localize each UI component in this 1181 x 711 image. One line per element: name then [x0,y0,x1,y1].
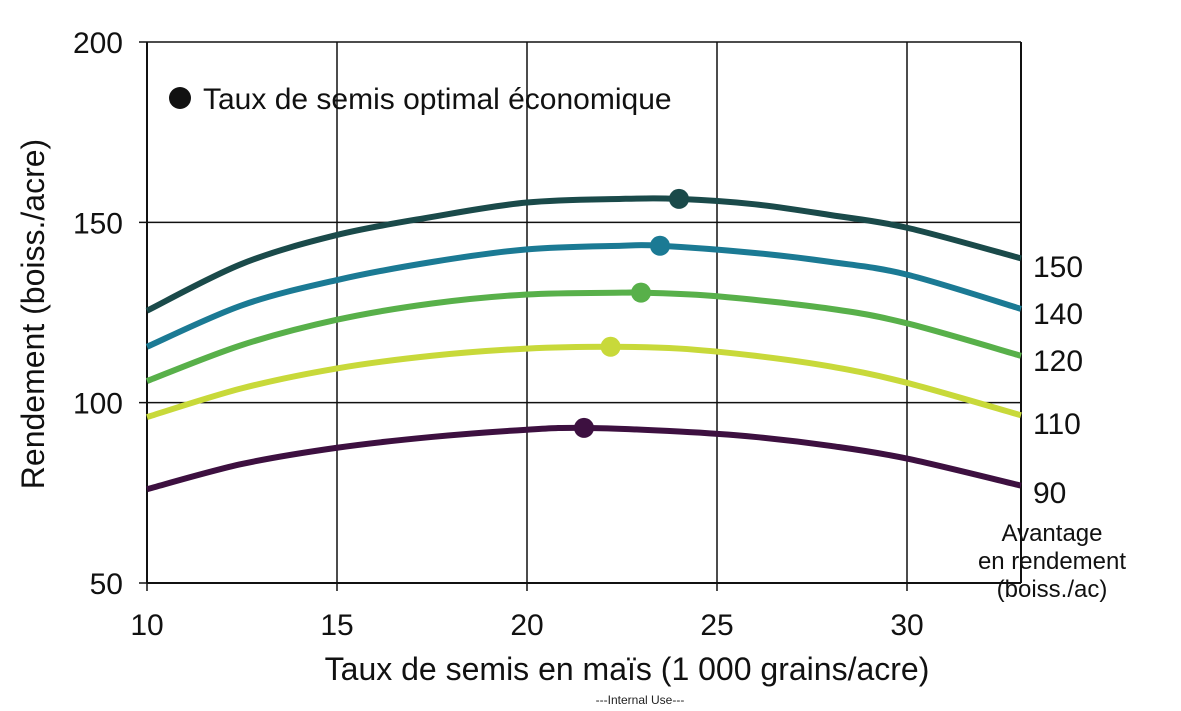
series-labels: 150 140 120 110 90 [1033,251,1083,510]
y-tick-label-100: 100 [73,388,123,421]
x-tick-label-20: 20 [510,609,543,642]
series-label-140: 140 [1033,298,1083,331]
y-tick-label-150: 150 [73,207,123,240]
series-label-title-line-3: (boiss./ac) [997,576,1108,603]
legend-label: Taux de semis optimal économique [203,83,672,116]
optimum-points [574,188,689,438]
optimum-point-110 [600,336,621,357]
optimum-point-120 [631,282,651,303]
x-tick-label-25: 25 [700,609,733,642]
legend-marker-icon [169,87,191,109]
series-label-120: 120 [1033,345,1083,378]
y-tick-label-200: 200 [73,27,123,60]
optimum-point-140 [650,235,670,256]
y-axis-title: Rendement (boiss./acre) [15,139,51,489]
series-label-title-line-1: Avantage [1002,520,1103,547]
optimum-point-90 [574,417,594,438]
series-lines [145,195,1022,493]
series-label-150: 150 [1033,251,1083,284]
series-line-140 [145,242,1022,350]
series-label-90: 90 [1033,477,1066,510]
x-tick-label-30: 30 [890,609,923,642]
y-tick-label-50: 50 [90,568,123,601]
x-axis-ticks: 10 15 20 25 30 [130,609,923,642]
x-axis-title: Taux de semis en maïs (1 000 grains/acre… [325,651,930,687]
series-label-title-line-2: en rendement [978,548,1126,575]
legend: Taux de semis optimal économique [169,83,672,116]
grid [139,41,1022,591]
series-line-120 [145,289,1022,384]
optimum-point-150 [669,188,689,209]
series-label-title: Avantage en rendement (boiss./ac) [978,520,1126,603]
x-tick-label-10: 10 [130,609,163,642]
y-axis-ticks: 50 100 150 200 [73,27,123,601]
x-tick-label-15: 15 [320,609,353,642]
footer-note: ---Internal Use--- [596,693,685,707]
series-label-110: 110 [1033,408,1081,441]
series-line-110 [146,343,1022,420]
series-line-150 [145,195,1022,314]
